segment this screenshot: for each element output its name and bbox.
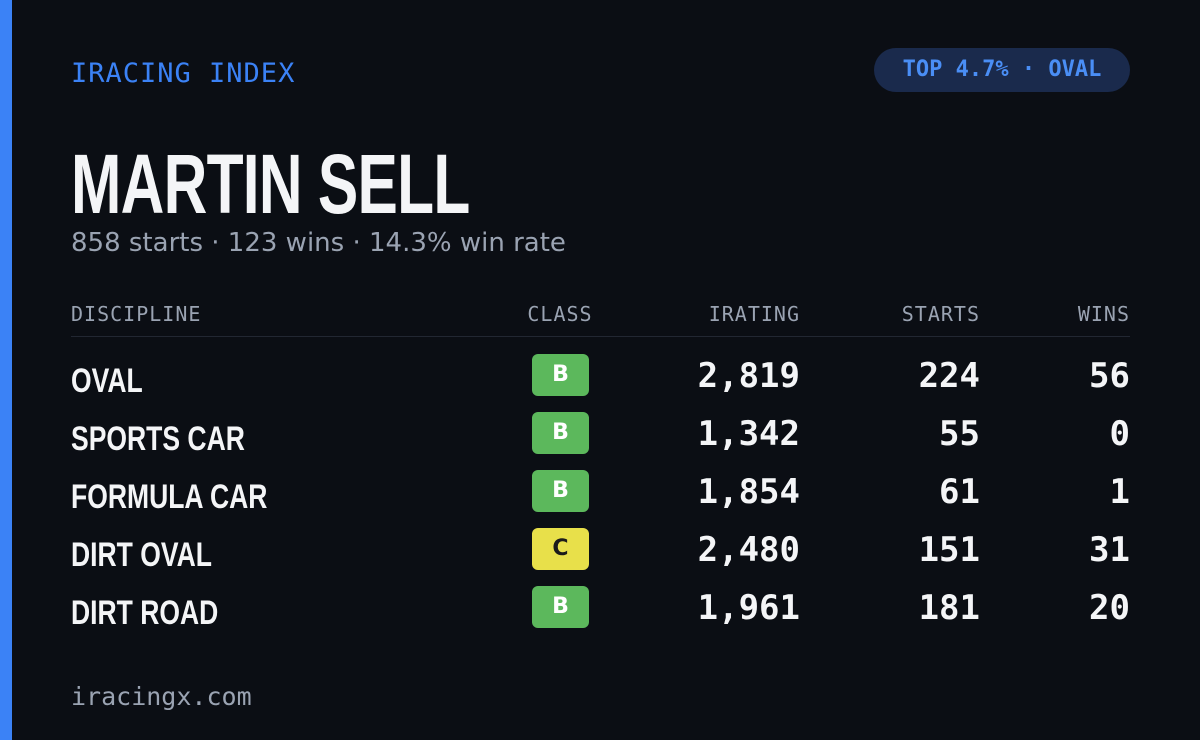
column-header: DISCIPLINE: [71, 302, 202, 326]
accent-bar: [0, 0, 12, 740]
column-header: STARTS: [901, 302, 980, 326]
summary: 858 starts · 123 wins · 14.3% win rate: [71, 228, 566, 258]
stat-irating: 2,480: [697, 530, 800, 570]
discipline: DIRT OVAL: [71, 536, 212, 574]
stat-irating: 1,342: [697, 414, 800, 454]
column-header: WINS: [1077, 302, 1130, 326]
stat-irating: 1,961: [697, 588, 800, 628]
brand: IRACING INDEX: [71, 58, 296, 89]
discipline: OVAL: [71, 362, 143, 400]
stat-starts: 61: [939, 472, 980, 512]
class-badge: B: [532, 586, 589, 628]
stat-wins: 0: [1109, 414, 1130, 454]
footer-site: iracingx.com: [71, 682, 252, 711]
stat-wins: 20: [1089, 588, 1130, 628]
class-badge: C: [532, 528, 589, 570]
stat-starts: 55: [939, 414, 980, 454]
driver-name: MARTIN SELL: [71, 137, 470, 231]
stat-wins: 1: [1109, 472, 1130, 512]
rank-badge: TOP 4.7% · OVAL: [874, 48, 1130, 92]
column-header: CLASS: [527, 302, 593, 326]
header-rule: [71, 336, 1130, 337]
discipline: DIRT ROAD: [71, 594, 219, 632]
stat-wins: 56: [1089, 356, 1130, 396]
column-header: IRATING: [708, 302, 800, 326]
stat-irating: 1,854: [697, 472, 800, 512]
stat-irating: 2,819: [697, 356, 800, 396]
stat-starts: 224: [918, 356, 980, 396]
stat-starts: 151: [918, 530, 980, 570]
discipline: FORMULA CAR: [71, 478, 268, 516]
stat-wins: 31: [1089, 530, 1130, 570]
class-badge: B: [532, 354, 589, 396]
class-badge: B: [532, 412, 589, 454]
discipline: SPORTS CAR: [71, 420, 245, 458]
stat-starts: 181: [918, 588, 980, 628]
class-badge: B: [532, 470, 589, 512]
